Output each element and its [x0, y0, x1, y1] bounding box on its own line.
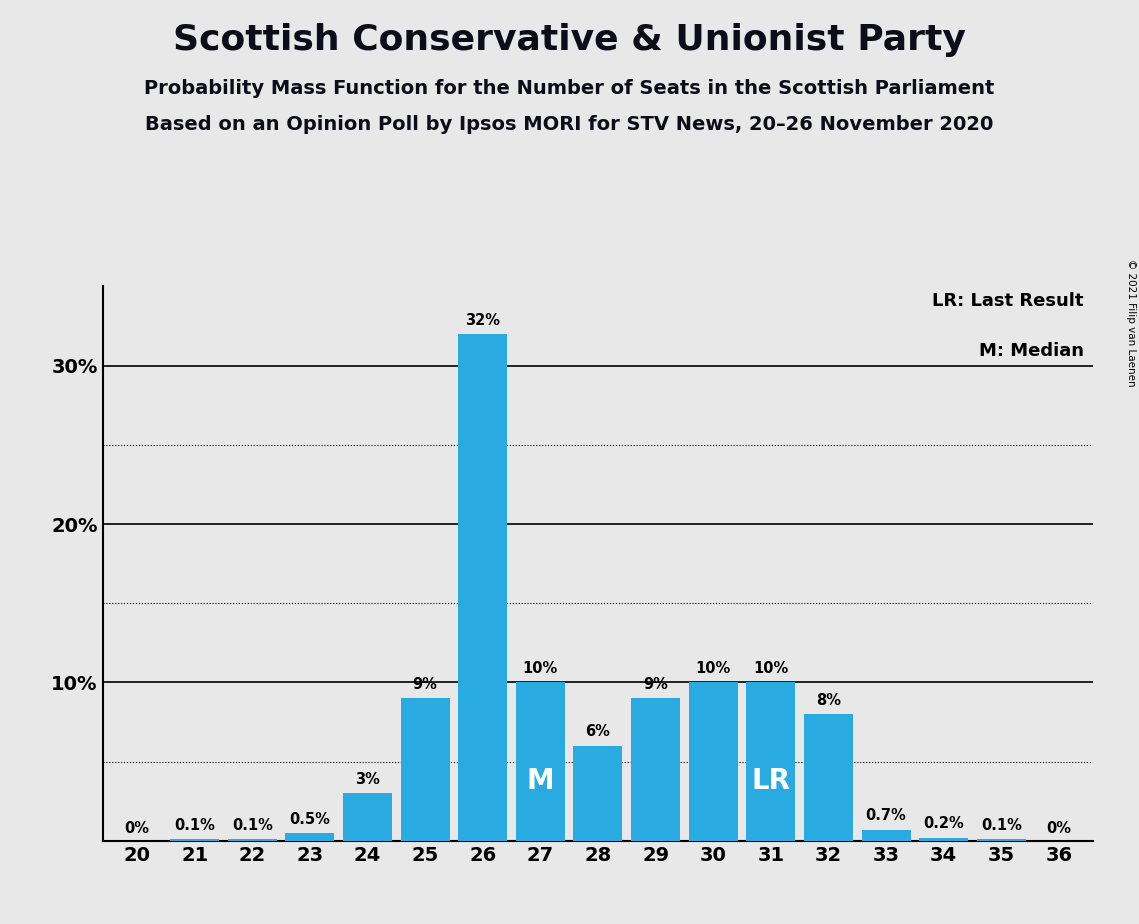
Text: 32%: 32% [465, 312, 500, 328]
Text: 9%: 9% [644, 677, 669, 692]
Bar [689, 683, 738, 841]
Text: 0.7%: 0.7% [866, 808, 907, 823]
Text: 10%: 10% [523, 661, 558, 676]
Text: 10%: 10% [696, 661, 731, 676]
Text: 0.2%: 0.2% [924, 816, 964, 832]
Text: Probability Mass Function for the Number of Seats in the Scottish Parliament: Probability Mass Function for the Number… [145, 79, 994, 98]
Text: 0%: 0% [124, 821, 149, 836]
Text: 0.1%: 0.1% [174, 818, 215, 833]
Bar [746, 683, 795, 841]
Text: M: Median: M: Median [978, 342, 1083, 359]
Bar [804, 714, 853, 841]
Text: 0.5%: 0.5% [289, 811, 330, 827]
Bar [401, 699, 450, 841]
Text: M: M [526, 767, 555, 795]
Bar [343, 794, 392, 841]
Text: 3%: 3% [355, 772, 380, 787]
Text: 6%: 6% [585, 724, 611, 739]
Bar [574, 746, 622, 841]
Text: Based on an Opinion Poll by Ipsos MORI for STV News, 20–26 November 2020: Based on an Opinion Poll by Ipsos MORI f… [146, 116, 993, 135]
Bar [516, 683, 565, 841]
Bar [977, 839, 1026, 841]
Bar [631, 699, 680, 841]
Text: 0.1%: 0.1% [981, 818, 1022, 833]
Text: LR: LR [752, 767, 790, 795]
Bar [919, 838, 968, 841]
Text: 10%: 10% [753, 661, 788, 676]
Bar [170, 839, 219, 841]
Bar [286, 833, 335, 841]
Text: 9%: 9% [412, 677, 437, 692]
Text: Scottish Conservative & Unionist Party: Scottish Conservative & Unionist Party [173, 23, 966, 57]
Bar [861, 830, 910, 841]
Text: 0%: 0% [1047, 821, 1072, 836]
Text: © 2021 Filip van Laenen: © 2021 Filip van Laenen [1126, 259, 1136, 386]
Text: 0.1%: 0.1% [232, 818, 272, 833]
Bar [458, 334, 507, 841]
Text: LR: Last Result: LR: Last Result [932, 292, 1083, 310]
Text: 8%: 8% [816, 693, 841, 708]
Bar [228, 839, 277, 841]
